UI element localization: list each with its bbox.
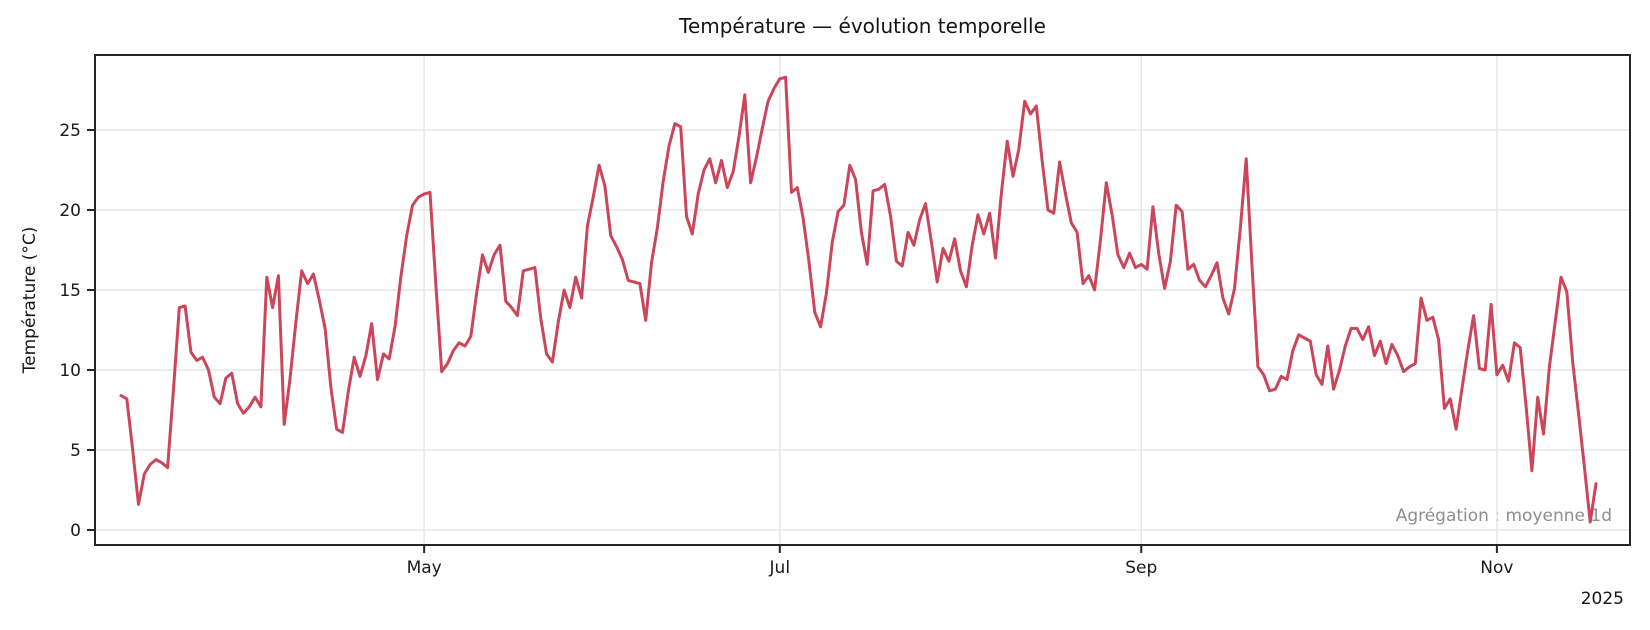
y-tick-label: 20	[59, 201, 81, 221]
y-tick-label: 15	[59, 281, 81, 301]
chart-title: Température — évolution temporelle	[679, 14, 1046, 38]
plot-border	[94, 54, 1631, 546]
y-tick-label: 0	[70, 521, 81, 541]
y-tick-label: 25	[59, 121, 81, 141]
y-tick-label: 10	[59, 361, 81, 381]
x-axis-year-label: 2025	[1580, 589, 1624, 609]
x-tick-label: Nov	[1480, 558, 1513, 578]
x-tick-label: May	[407, 558, 442, 578]
x-tick-label: Jul	[769, 558, 791, 578]
aggregation-annotation: Agrégation : moyenne 1d	[1395, 506, 1612, 526]
x-tick-label: Sep	[1125, 558, 1157, 578]
temperature-line	[119, 75, 1598, 524]
y-tick-label: 5	[70, 441, 81, 461]
